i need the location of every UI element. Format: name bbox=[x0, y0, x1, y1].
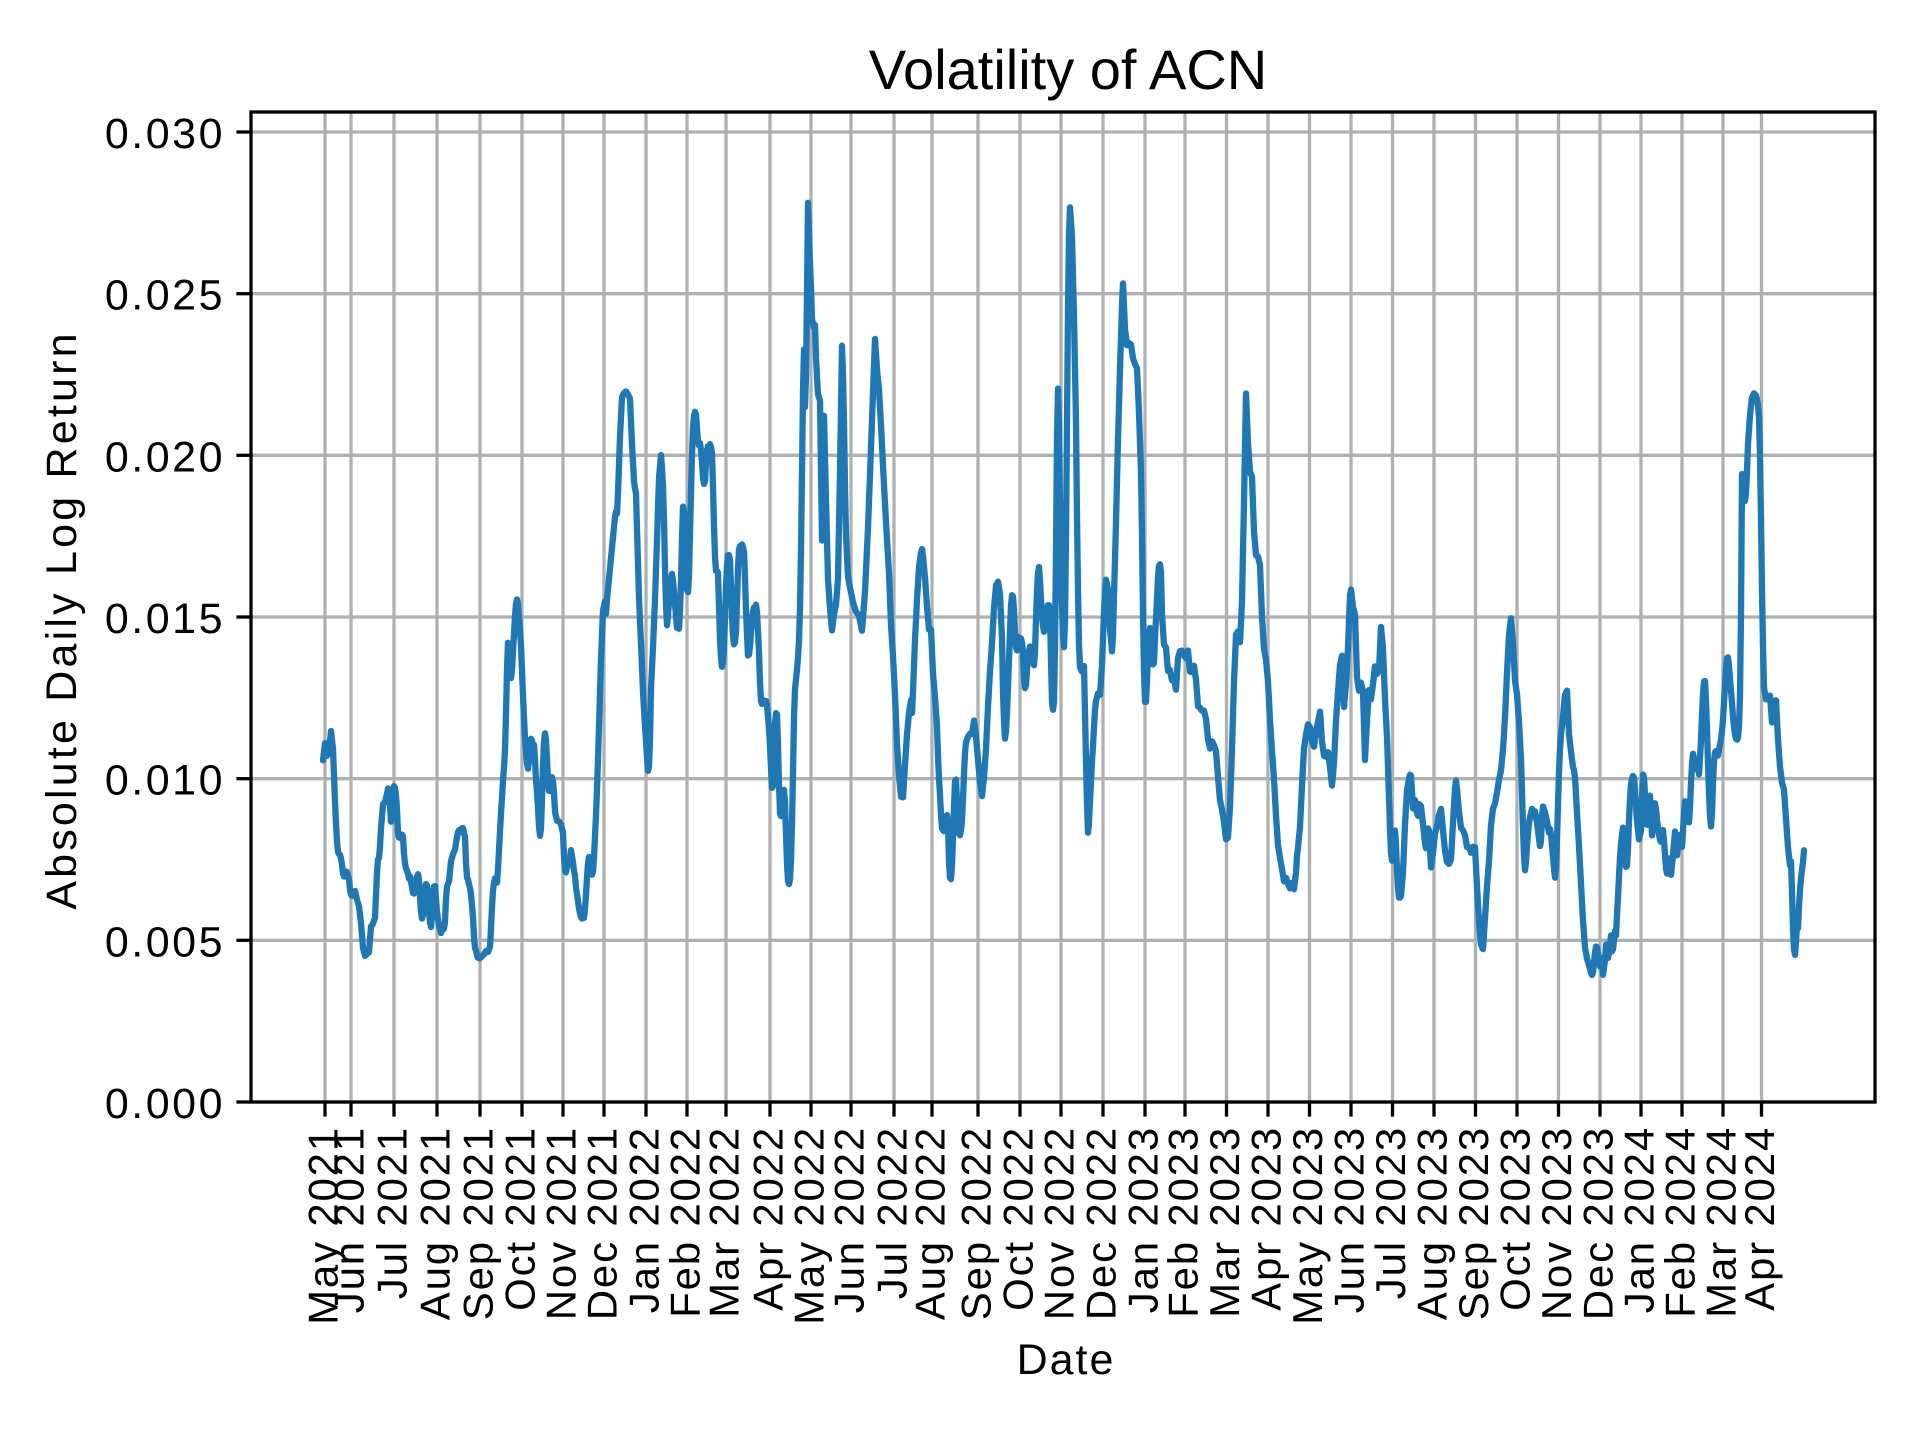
svg-text:Apr 2023: Apr 2023 bbox=[1243, 1126, 1290, 1311]
svg-text:Oct 2022: Oct 2022 bbox=[995, 1126, 1042, 1311]
svg-text:May 2022: May 2022 bbox=[786, 1126, 833, 1325]
svg-text:Mar 2022: Mar 2022 bbox=[701, 1126, 748, 1318]
svg-text:0.020: 0.020 bbox=[105, 433, 225, 481]
svg-text:0.005: 0.005 bbox=[105, 918, 225, 966]
svg-text:Apr 2024: Apr 2024 bbox=[1736, 1126, 1783, 1311]
svg-text:May 2023: May 2023 bbox=[1284, 1126, 1331, 1325]
svg-text:Absolute Daily Log Return: Absolute Daily Log Return bbox=[38, 330, 86, 910]
svg-text:Sep 2022: Sep 2022 bbox=[953, 1126, 1000, 1320]
svg-text:Sep 2021: Sep 2021 bbox=[455, 1126, 502, 1320]
svg-text:Sep 2023: Sep 2023 bbox=[1450, 1126, 1497, 1320]
svg-text:Jun 2022: Jun 2022 bbox=[826, 1126, 873, 1313]
svg-text:Mar 2023: Mar 2023 bbox=[1201, 1126, 1248, 1318]
svg-text:Oct 2023: Oct 2023 bbox=[1492, 1126, 1539, 1311]
svg-text:Volatility of ACN: Volatility of ACN bbox=[869, 38, 1267, 101]
svg-text:0.000: 0.000 bbox=[105, 1080, 225, 1128]
svg-text:Apr 2022: Apr 2022 bbox=[745, 1126, 792, 1311]
svg-text:0.015: 0.015 bbox=[105, 595, 225, 643]
svg-text:Jun 2023: Jun 2023 bbox=[1326, 1126, 1373, 1313]
svg-text:Nov 2022: Nov 2022 bbox=[1036, 1126, 1083, 1320]
svg-text:Dec 2022: Dec 2022 bbox=[1078, 1126, 1125, 1320]
svg-text:Aug 2022: Aug 2022 bbox=[907, 1126, 954, 1320]
svg-text:Dec 2023: Dec 2023 bbox=[1575, 1126, 1622, 1320]
svg-text:0.030: 0.030 bbox=[105, 110, 225, 158]
svg-text:Feb 2023: Feb 2023 bbox=[1160, 1126, 1207, 1318]
svg-text:0.010: 0.010 bbox=[105, 757, 225, 805]
svg-text:Jun 2021: Jun 2021 bbox=[326, 1126, 373, 1313]
svg-text:Nov 2021: Nov 2021 bbox=[538, 1126, 585, 1320]
svg-text:Jul 2023: Jul 2023 bbox=[1367, 1126, 1414, 1299]
svg-text:Nov 2023: Nov 2023 bbox=[1533, 1126, 1580, 1320]
svg-text:May 2021: May 2021 bbox=[300, 1126, 347, 1325]
svg-text:Feb 2024: Feb 2024 bbox=[1657, 1126, 1704, 1318]
svg-text:Jan 2022: Jan 2022 bbox=[621, 1126, 668, 1313]
svg-text:0.025: 0.025 bbox=[105, 272, 225, 320]
svg-text:Mar 2024: Mar 2024 bbox=[1698, 1126, 1745, 1318]
svg-text:Dec 2021: Dec 2021 bbox=[579, 1126, 626, 1320]
svg-text:Jan 2024: Jan 2024 bbox=[1616, 1126, 1663, 1313]
svg-text:Aug 2023: Aug 2023 bbox=[1409, 1126, 1456, 1320]
svg-text:Date: Date bbox=[1017, 1336, 1116, 1384]
svg-text:Jul 2022: Jul 2022 bbox=[869, 1126, 916, 1299]
svg-text:Jul 2021: Jul 2021 bbox=[369, 1126, 416, 1299]
svg-text:Aug 2021: Aug 2021 bbox=[412, 1126, 459, 1320]
svg-text:Oct 2021: Oct 2021 bbox=[497, 1126, 544, 1311]
svg-text:Feb 2022: Feb 2022 bbox=[662, 1126, 709, 1318]
svg-text:Jan 2023: Jan 2023 bbox=[1120, 1126, 1167, 1313]
